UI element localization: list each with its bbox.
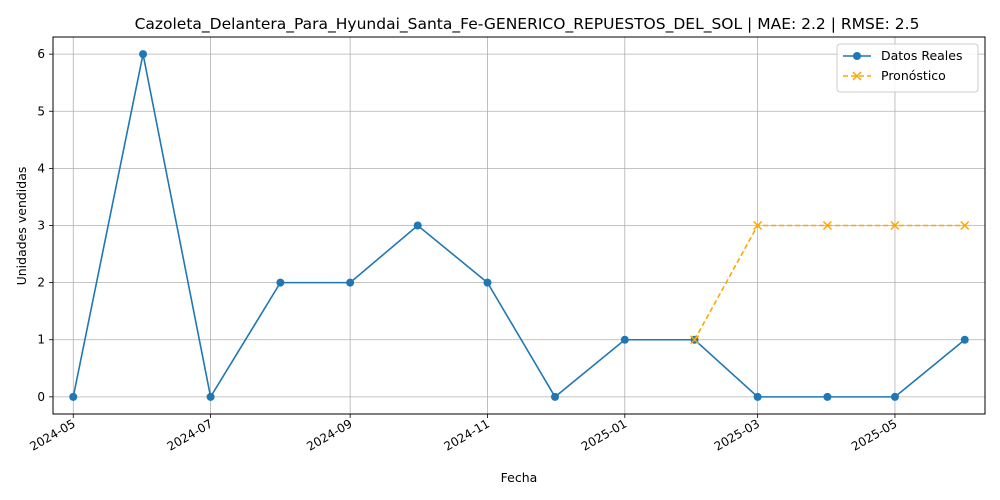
data-point-datos-reales: [890, 392, 899, 401]
series-layer: [69, 50, 970, 401]
data-point-datos-reales: [69, 392, 78, 401]
y-tick-label: 6: [37, 47, 45, 61]
data-point-datos-reales: [413, 221, 422, 230]
data-point-datos-reales: [276, 278, 285, 287]
x-tick-label: 2025-01: [579, 416, 629, 453]
x-tick-label: 2024-11: [442, 416, 492, 453]
data-point-pronostico: [690, 335, 700, 345]
y-tick-label: 5: [37, 104, 45, 118]
data-point-datos-reales: [551, 392, 560, 401]
y-tick-label: 0: [37, 390, 45, 404]
x-tick-label: 2025-05: [849, 416, 899, 453]
y-axis-label: Unidades vendidas: [14, 167, 29, 286]
data-point-datos-reales: [346, 278, 355, 287]
legend-box: [836, 43, 979, 93]
series-pronostico: [690, 220, 970, 345]
legend-label-pronostico: Pronóstico: [881, 68, 946, 83]
x-tick-label: 2024-05: [27, 416, 77, 453]
data-point-datos-reales: [960, 335, 969, 344]
x-axis: 2024-05 2024-07 2024-09 2024-11 2025-01 2025-…: [27, 414, 899, 454]
data-point-pronostico: [753, 220, 763, 231]
x-tick-label: 2024-07: [165, 416, 215, 453]
data-point-pronostico: [822, 220, 832, 231]
legend-label-datos-reales: Datos Reales: [881, 48, 962, 63]
x-tick-label: 2024-09: [304, 416, 354, 453]
data-point-datos-reales: [753, 392, 762, 401]
legend-marker-pronostico: [852, 71, 862, 81]
data-point-datos-reales: [823, 392, 832, 401]
y-tick-label: 4: [37, 161, 45, 175]
data-point-datos-reales: [139, 50, 148, 59]
data-point-datos-reales: [620, 335, 629, 344]
x-axis-label: Fecha: [501, 470, 538, 485]
data-point-datos-reales: [206, 392, 215, 401]
data-point-pronostico: [890, 220, 900, 231]
chart-title: Cazoleta_Delantera_Para_Hyundai_Santa_Fe…: [135, 15, 920, 34]
series-line-datos-reales: [72, 53, 966, 400]
legend-marker-datos-reales: [853, 52, 861, 60]
legend: Datos Reales Pronóstico: [836, 43, 979, 93]
y-axis: 0 1 2 3 4 5 6: [37, 47, 53, 404]
data-point-pronostico: [960, 220, 970, 231]
data-point-datos-reales: [483, 278, 492, 287]
y-tick-label: 1: [37, 333, 45, 347]
y-tick-label: 3: [37, 219, 45, 233]
x-tick-label: 2025-03: [712, 416, 762, 453]
y-tick-label: 2: [37, 276, 45, 290]
